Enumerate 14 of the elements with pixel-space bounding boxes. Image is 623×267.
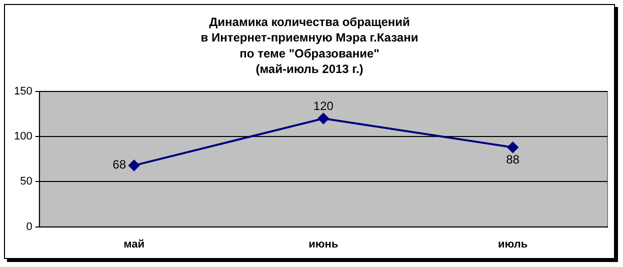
- chart-title: Динамика количества обращений в Интернет-приемную Мэра г.Казани по теме "Образование" (май-июль 2013 г.): [200, 15, 418, 76]
- data-label: 88: [506, 152, 520, 167]
- data-label: 120: [313, 98, 334, 113]
- point: [507, 142, 518, 153]
- data-label: 68: [112, 158, 126, 172]
- x-tick-label: май: [124, 238, 144, 250]
- x-tick-label: июль: [498, 238, 528, 250]
- y-tick-label: 150: [14, 85, 32, 98]
- y-tick-label: 0: [26, 220, 32, 233]
- point: [128, 160, 140, 171]
- point: [318, 112, 329, 124]
- y-tick-label: 50: [20, 176, 32, 188]
- y-tick-label: 100: [14, 130, 32, 143]
- x-tick-label: июнь: [308, 238, 338, 250]
